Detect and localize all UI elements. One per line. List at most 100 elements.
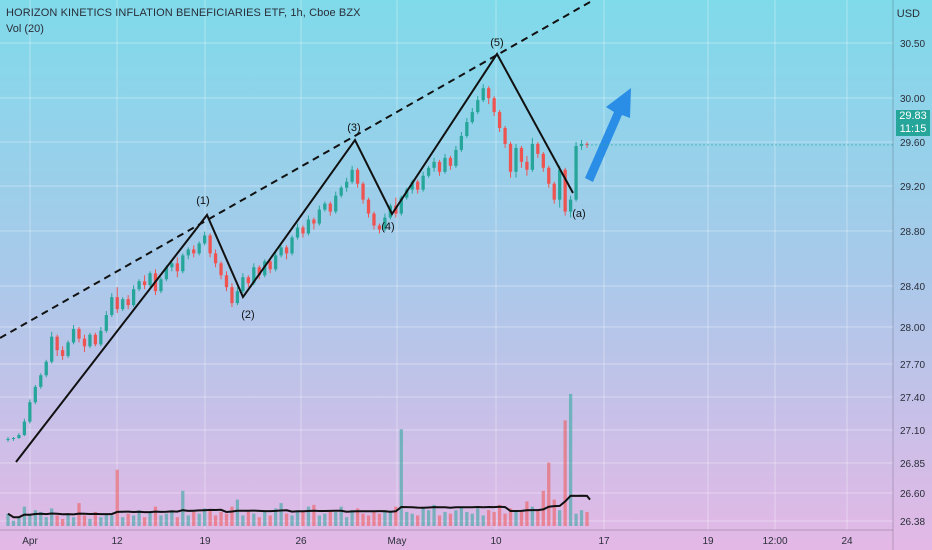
candle-body [328,203,332,212]
volume-bar [82,515,87,526]
volume-bar [66,513,70,526]
volume-bar [22,506,27,526]
candle-body [334,195,338,212]
candle-body [426,167,431,176]
candle-body [306,219,311,234]
volume-bar [536,510,540,526]
candle-body [77,328,81,339]
volume-bar [563,420,567,526]
candle-body [519,147,524,162]
candle-body [339,187,343,196]
candle-body [159,279,163,292]
volume-bar [208,510,212,526]
candle-body [366,199,371,214]
volume-bar [339,506,343,526]
volume-bar [60,518,65,526]
volume-bar [388,511,392,526]
currency-label[interactable]: USD [896,8,920,20]
volume-bar [443,511,447,526]
volume-bar [142,517,147,526]
candle-body [410,181,414,190]
candle-countdown: 11:15 [899,123,927,135]
candle-body [295,227,300,238]
wave-label: (5) [490,37,503,49]
candle-body [530,143,535,170]
volume-bar [203,508,207,526]
candle-body [181,255,185,272]
candle-body [17,435,21,438]
y-tick-label: 27.70 [900,360,925,371]
x-tick-label: 26 [295,536,307,547]
volume-bar [17,517,21,526]
volume-bar [186,515,190,526]
volume-bar [131,515,136,526]
candle-body [28,402,32,422]
volume-bar [224,513,229,526]
candle-body [323,203,327,210]
y-tick-label: 28.80 [900,227,925,238]
volume-bar [361,513,365,526]
candle-body [137,281,141,290]
volume-bar [530,506,535,526]
candle-body [71,328,76,343]
wave-label: (1) [196,195,209,207]
wave-label: (3) [347,122,360,134]
volume-bar [44,517,48,526]
y-tick-label: 28.00 [900,323,925,334]
volume-bar [470,513,474,526]
candle-body [241,277,245,292]
volume-bar [432,504,436,526]
candle-body [454,149,458,166]
y-tick-label: 30.50 [900,39,925,50]
volume-bar [558,510,562,526]
candle-body [448,157,453,166]
volume-bar [181,490,185,526]
candle-body [508,143,513,172]
candle-body [574,145,578,200]
candle-body [208,235,212,254]
candle-body [514,147,518,172]
volume-bar [454,510,458,526]
volume-indicator-label[interactable]: Vol (20) [6,23,44,35]
candle-body [110,297,114,316]
candle-body [263,261,267,276]
volume-bar [585,511,589,526]
volume-bar [246,510,250,526]
volume-bar [11,520,16,526]
candle-body [284,247,289,254]
candle-body [383,217,387,230]
volume-bar [355,508,360,526]
candle-body [131,289,136,306]
volume-bar [170,510,174,526]
volume-bar [525,501,529,526]
volume-bar [153,506,158,526]
candle-body [552,183,556,200]
candle-body [536,143,540,154]
x-tick-label: 12:00 [762,536,787,547]
candle-body [11,437,16,439]
volume-bar [55,515,59,526]
candle-body [541,153,545,168]
candle-body [224,275,229,288]
candle-body [312,219,316,224]
wave-label: (2) [241,309,254,321]
candle-body [60,350,65,356]
x-tick-label: 10 [490,536,502,547]
candle-body [115,297,119,310]
y-tick-label: 28.40 [900,282,925,293]
volume-bar [503,513,507,526]
candle-body [558,169,562,200]
volume-bar [104,513,108,526]
y-tick-label: 27.10 [900,426,925,437]
volume-bar [137,510,141,526]
volume-bar [33,510,37,526]
volume-ma-line [7,494,591,519]
volume-bar [159,515,163,526]
volume-bar [481,515,485,526]
x-tick-label: 19 [199,536,211,547]
volume-bar [252,513,256,526]
candle-body [465,122,469,136]
volume-bar [459,506,464,526]
